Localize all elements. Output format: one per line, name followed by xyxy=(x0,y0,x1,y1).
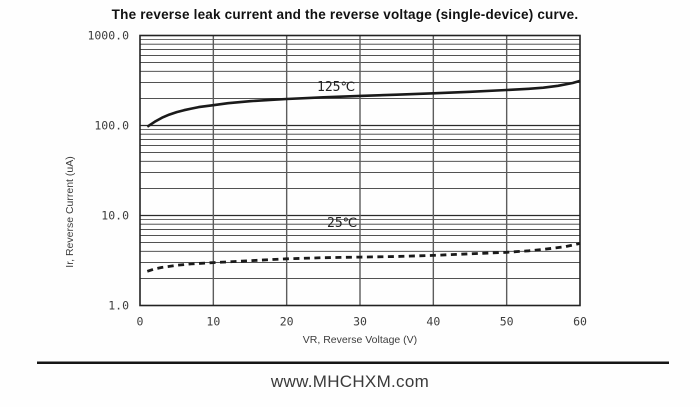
svg-text:40: 40 xyxy=(426,315,440,329)
svg-text:0: 0 xyxy=(137,315,144,329)
v-gridlines xyxy=(212,35,508,306)
svg-text:1.0: 1.0 xyxy=(108,299,129,313)
x-tick-labels: 0 10 20 30 40 50 60 xyxy=(137,315,587,329)
svg-text:20: 20 xyxy=(280,315,294,329)
svg-text:10: 10 xyxy=(206,315,220,329)
svg-text:100.0: 100.0 xyxy=(94,119,129,133)
x-axis-label: VR, Reverse Voltage (V) xyxy=(302,334,418,346)
svg-text:60: 60 xyxy=(573,315,587,329)
svg-text:10.0: 10.0 xyxy=(101,209,129,223)
footer-website-text: www.MHCHXM.com xyxy=(270,372,430,391)
y-tick-labels: 1.0 10.0 100.0 1000.0 xyxy=(87,29,129,313)
chart-svg: 1.0 10.0 100.0 1000.0 0 10 20 30 40 50 60 xyxy=(87,29,587,329)
svg-text:50: 50 xyxy=(500,315,514,329)
series-label-125c: 125℃ xyxy=(317,80,356,95)
plot-frame xyxy=(139,34,581,307)
chart-title: The reverse leak current and the reverse… xyxy=(111,7,579,22)
svg-text:30: 30 xyxy=(353,315,367,329)
footer-divider xyxy=(37,361,669,364)
series-label-25c: 25℃ xyxy=(327,216,358,231)
curve-125C xyxy=(146,79,581,128)
y-axis-label: Ir, Reverse Current (uA) xyxy=(64,156,76,268)
svg-text:1000.0: 1000.0 xyxy=(87,29,129,43)
curve-25C xyxy=(146,242,581,273)
